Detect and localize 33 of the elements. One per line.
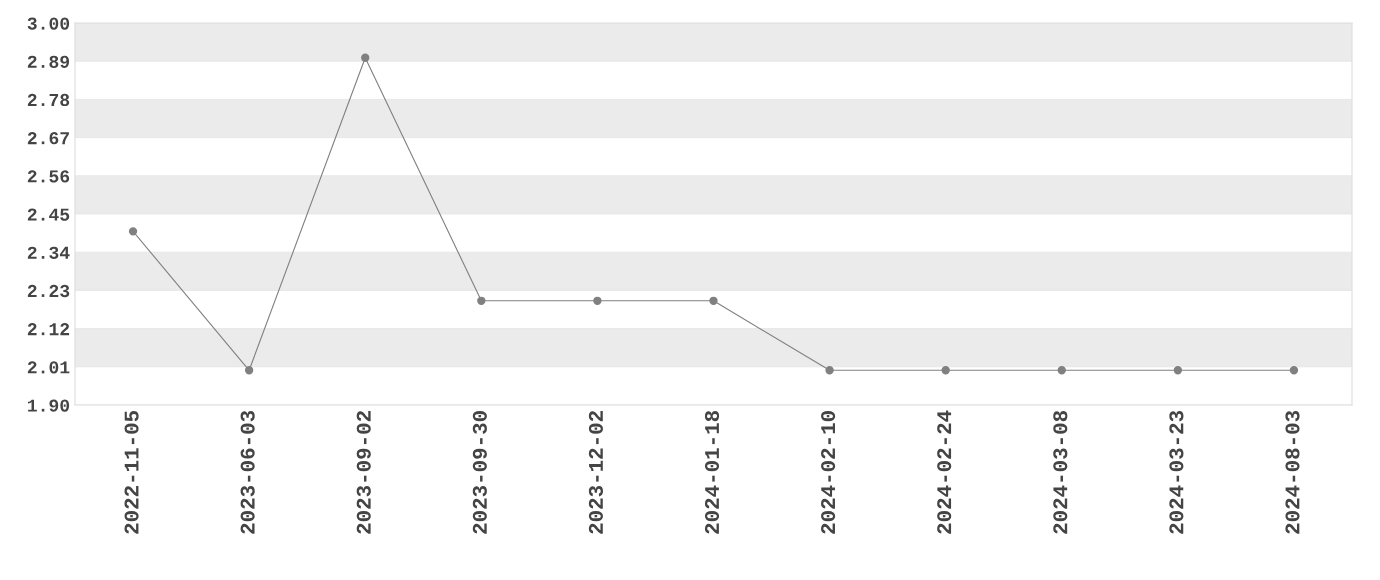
y-tick-label: 2.56 [27, 170, 70, 183]
point [709, 296, 718, 305]
x-tick-label: 2023-12-02 [588, 411, 604, 534]
y-tick-label: 1.90 [28, 399, 70, 412]
point [1057, 366, 1066, 375]
y-tick-label: 2.89 [27, 55, 70, 68]
x-tick-label: 2023-06-03 [240, 410, 255, 534]
x-tick-label: 2024-03-23 [1169, 410, 1184, 534]
y-tick-label: 2.23 [27, 284, 70, 298]
point [1289, 366, 1299, 375]
y-tick-label: 2.34 [27, 246, 70, 259]
point [244, 366, 254, 375]
y-tick-label: 2.67 [27, 132, 69, 145]
y-tick-label: 2.45 [27, 208, 70, 221]
point [941, 366, 950, 375]
x-tick-label: 2022-11-05 [124, 410, 139, 534]
point [1173, 366, 1183, 375]
y-tick-label: 3.00 [27, 17, 70, 30]
x-tick-label: 2024-02-10 [821, 411, 836, 534]
point [128, 227, 138, 236]
x-tick-label: 2024-01-18 [704, 410, 720, 534]
x-tick-label: 2023-09-30 [472, 411, 487, 534]
y-tick-label: 2.78 [27, 93, 70, 107]
y-tick-label: 2.12 [27, 323, 70, 336]
y-tick-label: 2.01 [27, 361, 70, 374]
point [477, 296, 486, 305]
point [593, 296, 602, 305]
point [825, 366, 834, 375]
x-tick-label: 2024-03-08 [1053, 410, 1068, 534]
point [361, 53, 370, 62]
x-tick-label: 2023-09-02 [356, 411, 371, 534]
x-tick-label: 2024-02-24 [937, 410, 952, 534]
x-tick-label: 2024-08-03 [1285, 410, 1300, 534]
